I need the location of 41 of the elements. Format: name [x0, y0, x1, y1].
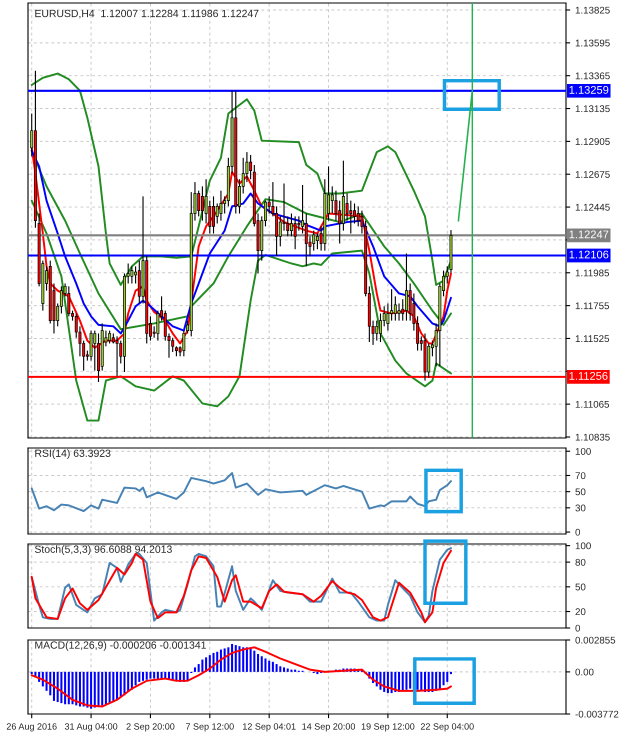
- y-tick-label: 30: [575, 504, 586, 512]
- y-tick-label: 0.00: [575, 668, 594, 676]
- x-tick-label: 12 Sep 04:01: [243, 723, 296, 732]
- y-tick-label: 0: [575, 528, 580, 536]
- x-tick-label: 14 Sep 20:00: [302, 723, 356, 732]
- y-tick-label: 1.13365: [576, 72, 610, 80]
- y-tick-label: 20: [576, 608, 586, 616]
- y-tick-label: 80: [575, 558, 586, 566]
- x-tick-label: 31 Aug 04:00: [64, 723, 118, 732]
- ref-line-label: 1.11256: [570, 372, 608, 380]
- y-tick-label: 70: [576, 472, 586, 480]
- y-tick-label: 1.10835: [576, 434, 610, 441]
- chart-title: MACD(12,26,9) -0.000206 -0.001341: [35, 641, 206, 651]
- x-tick-label: 26 Aug 2016: [6, 723, 57, 732]
- y-tick-label: 50: [575, 488, 586, 496]
- x-tick-label: 7 Sep 12:00: [186, 723, 234, 732]
- y-tick-label: 100: [576, 542, 591, 550]
- x-tick-label: 2 Sep 20:00: [126, 723, 174, 732]
- y-tick-label: 1.11525: [576, 335, 610, 342]
- ref-line-label: 1.12106: [570, 250, 608, 258]
- y-tick-label: 1.13595: [576, 40, 610, 46]
- chart-title: RSI(14) 63.3923: [35, 449, 110, 459]
- x-tick-label: 19 Sep 12:00: [362, 723, 414, 732]
- y-tick-label: 0: [575, 624, 580, 632]
- y-tick-label: 100: [576, 448, 591, 455]
- chart-title: Stoch(5,3,3) 96.6088 94.2013: [34, 545, 172, 555]
- y-tick-label: 1.12675: [576, 170, 610, 178]
- ref-line-label: 1.12247: [570, 230, 608, 238]
- y-tick-label: 1.11755: [576, 302, 610, 310]
- x-tick-label: 22 Sep 04:00: [420, 723, 474, 732]
- ref-line-label: 1.13259: [570, 86, 608, 94]
- y-tick-label: 1.12445: [576, 204, 610, 211]
- y-tick-label: 1.13825: [576, 6, 610, 14]
- y-tick-label: -0.003772: [575, 710, 618, 718]
- y-tick-label: 1.13135: [576, 105, 610, 112]
- y-tick-label: 50: [575, 584, 586, 590]
- y-tick-label: 0.002855: [575, 636, 616, 644]
- text: EURUSD,H4 1.12007 1.12284 1.11986 1.12247: [35, 10, 258, 18]
- y-tick-label: 1.11985: [576, 270, 610, 276]
- y-tick-label: 1.12905: [576, 138, 610, 145]
- y-tick-label: 1.11065: [576, 400, 610, 408]
